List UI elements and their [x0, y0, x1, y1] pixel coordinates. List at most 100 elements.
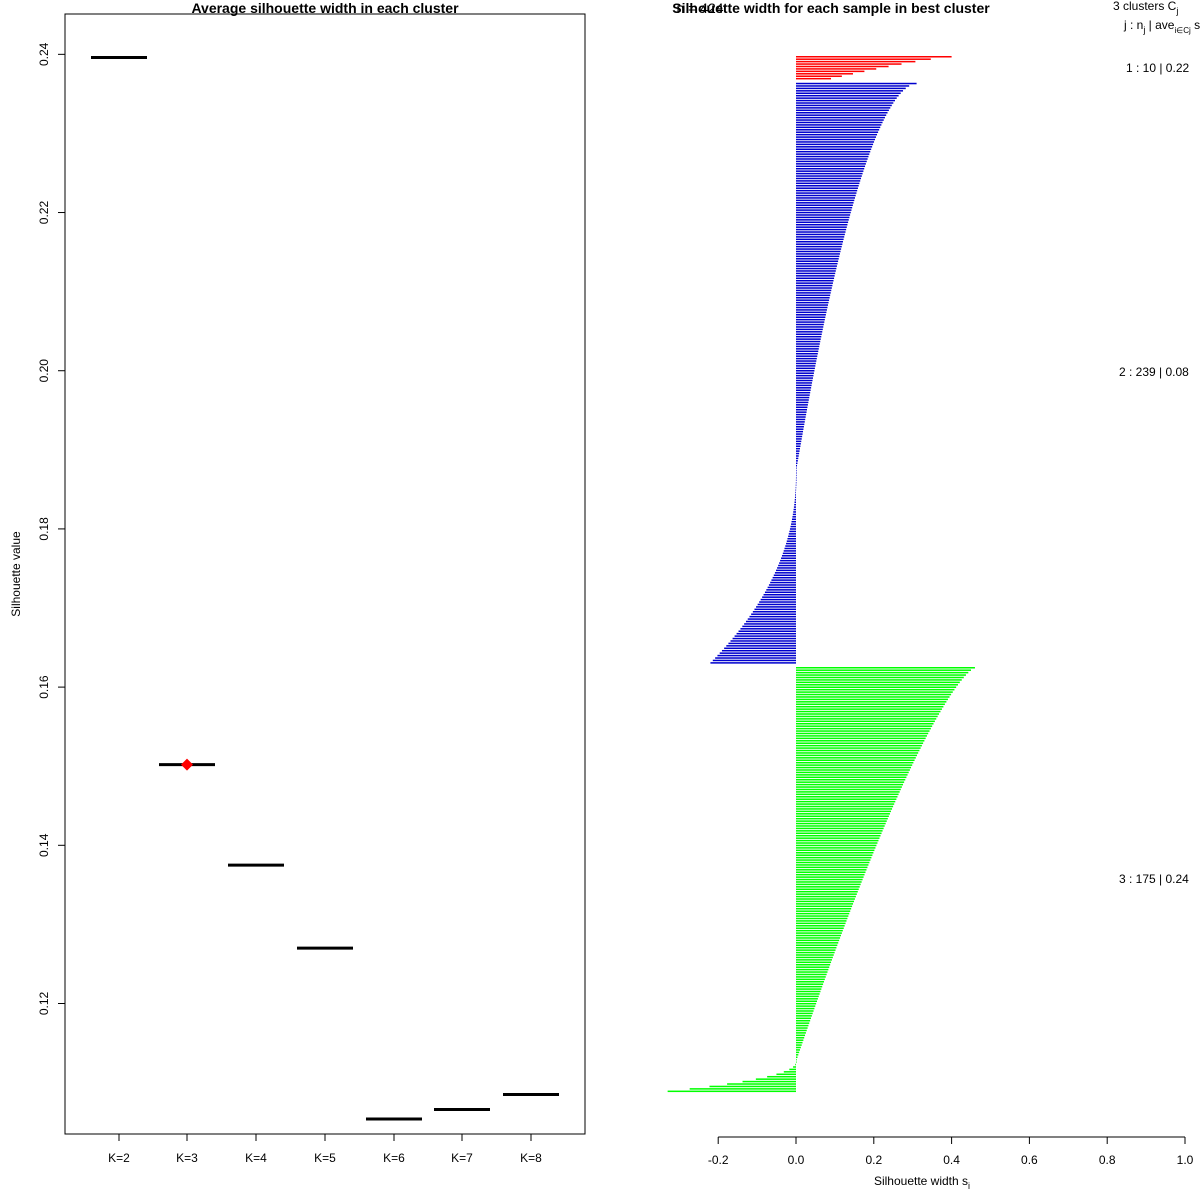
right-x-axis: -0.2 0.0 0.2 0.4 0.6 0.8 1.0	[708, 1136, 1194, 1167]
silhouette-bar-c1	[796, 73, 853, 75]
silhouette-bar-c3	[796, 1029, 807, 1032]
silhouette-bar-c2	[786, 542, 796, 545]
silhouette-bar-c3	[796, 1010, 814, 1012]
silhouette-bar-c2	[796, 243, 843, 245]
silhouette-bar-c3	[796, 966, 830, 968]
left-chart-title: Average silhouette width in each cluster	[191, 0, 459, 16]
silhouette-bar-c2	[796, 279, 834, 282]
silhouette-bar-c3	[796, 834, 881, 837]
silhouette-bar-c2	[759, 601, 796, 603]
silhouette-bar-c3	[796, 725, 933, 727]
y-tick-label: 0.22	[37, 201, 51, 225]
silhouette-bar-c3	[796, 849, 875, 852]
silhouette-bar-c2	[796, 326, 824, 328]
silhouette-bar-c2	[796, 158, 868, 160]
silhouette-bar-c2	[795, 489, 797, 491]
silhouette-bar-c2	[796, 146, 873, 148]
left-marks	[91, 56, 559, 1121]
silhouette-bar-c2	[782, 552, 796, 555]
silhouette-bar-c2	[794, 501, 796, 503]
silhouette-bar-c3	[796, 766, 912, 769]
silhouette-bar-c2	[795, 491, 796, 494]
silhouette-bar-c2	[796, 416, 806, 418]
silhouette-bar-c2	[734, 635, 796, 637]
silhouette-bar-c3	[796, 864, 869, 866]
silhouette-bar-c2	[781, 557, 796, 559]
silhouette-bar-c2	[796, 90, 904, 92]
silhouette-bar-c2	[796, 331, 823, 333]
silhouette-bar-c3	[796, 844, 877, 847]
silhouette-bar-c2	[796, 438, 802, 440]
silhouette-bar-c3	[796, 771, 909, 774]
silhouette-bar-c2	[794, 503, 796, 506]
silhouette-bar-c2	[796, 287, 832, 289]
silhouette-bar-c2	[796, 365, 816, 367]
silhouette-bar-c3	[796, 859, 871, 861]
silhouette-bar-c2	[771, 579, 796, 581]
silhouette-bar-c2	[796, 245, 842, 248]
silhouette-bar-c3	[796, 793, 899, 796]
silhouette-bar-c3	[796, 871, 866, 873]
silhouette-bar-c3	[796, 837, 880, 839]
silhouette-bar-c3	[796, 1044, 802, 1046]
silhouette-bar-c2	[796, 153, 870, 155]
silhouette-bar-c2	[796, 199, 855, 202]
silhouette-bar-c3	[796, 1015, 812, 1017]
silhouette-bar-c3	[796, 1017, 811, 1020]
silhouette-bar-c2	[796, 133, 878, 136]
silhouette-bar-c2	[796, 318, 825, 321]
silhouette-bar-c2	[717, 654, 796, 657]
silhouette-bar-c2	[760, 598, 796, 601]
silhouette-bar-c2	[796, 236, 845, 238]
silhouette-bar-c3	[796, 971, 828, 973]
silhouette-bars	[667, 56, 975, 1093]
silhouette-bar-c2	[796, 107, 891, 109]
silhouette-bar-c3	[796, 954, 834, 956]
silhouette-bar-c2	[796, 399, 809, 401]
silhouette-bar-c2	[796, 304, 829, 306]
silhouette-bar-c2	[796, 348, 819, 350]
silhouette-bar-c2	[785, 545, 796, 547]
silhouette-bar-c2	[796, 338, 821, 340]
silhouette-bar-c2	[796, 180, 861, 182]
silhouette-bar-c3	[796, 693, 952, 696]
silhouette-bar-c3	[796, 667, 975, 669]
silhouette-bar-c3	[796, 735, 927, 737]
silhouette-bar-c2	[763, 593, 796, 596]
silhouette-bar-c3	[796, 757, 916, 759]
left-y-axis: 0.12 0.14 0.16 0.18 0.20 0.22 0.24	[37, 42, 65, 1015]
silhouette-bar-c2	[728, 642, 796, 645]
silhouette-bar-c2	[781, 555, 796, 557]
silhouette-bar-c1	[796, 60, 916, 63]
silhouette-bar-c3	[796, 810, 891, 813]
silhouette-bar-c2	[796, 360, 817, 362]
silhouette-bar-c2	[796, 396, 810, 399]
silhouette-bar-c2	[796, 114, 887, 116]
silhouette-bar-c2	[796, 209, 852, 211]
silhouette-bar-c2	[792, 513, 796, 516]
silhouette-bar-c3	[796, 963, 831, 966]
silhouette-bar-c3	[796, 873, 865, 876]
silhouette-bar-c3	[796, 910, 851, 912]
silhouette-bar-c3	[796, 990, 821, 993]
silhouette-bar-c2	[719, 652, 796, 654]
x-tick-label: K=5	[314, 1151, 336, 1165]
silhouette-bar-c2	[796, 343, 820, 345]
silhouette-bar-c2	[796, 163, 866, 165]
left-panel: Average silhouette width in each cluster…	[9, 0, 586, 1165]
silhouette-bar-c3	[796, 803, 895, 805]
silhouette-bar-c2	[796, 231, 846, 233]
x-tick-label: 0.2	[865, 1153, 882, 1167]
silhouette-bar-c2	[796, 238, 844, 241]
silhouette-bar-c2	[767, 586, 796, 589]
silhouette-bar-c3	[796, 679, 962, 681]
silhouette-bar-c2	[796, 226, 847, 228]
silhouette-bar-c1	[796, 68, 877, 70]
silhouette-bar-c2	[745, 620, 796, 623]
silhouette-bar-c3	[796, 817, 888, 820]
silhouette-bar-c2	[796, 126, 881, 129]
silhouette-bar-c2	[796, 379, 813, 382]
silhouette-bar-c2	[796, 206, 853, 209]
silhouette-bar-c2	[796, 177, 862, 180]
silhouette-bar-c3	[796, 764, 913, 766]
